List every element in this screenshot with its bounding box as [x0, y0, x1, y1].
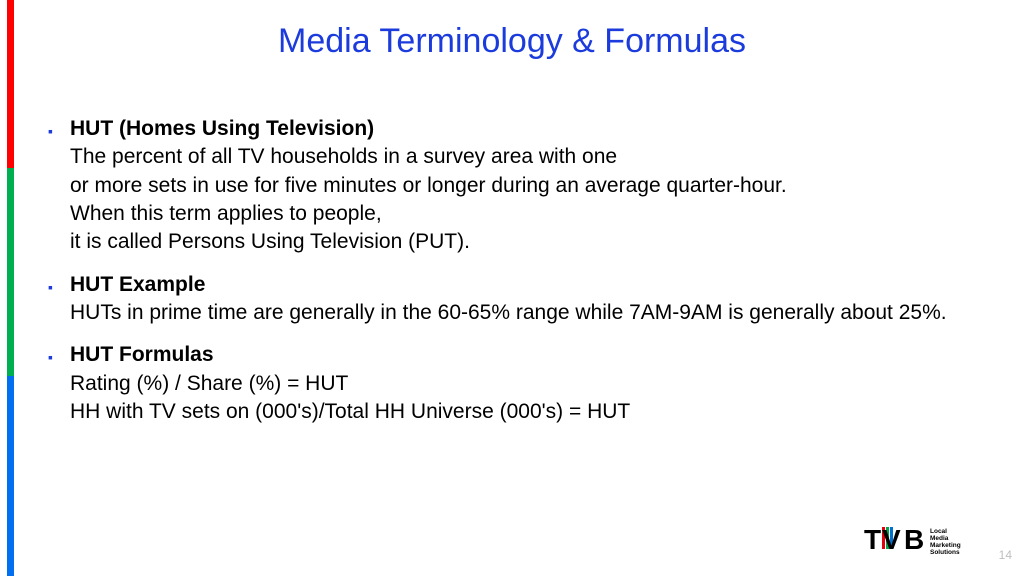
list-item: ▪ HUT (Homes Using Television) The perce… — [48, 115, 984, 257]
bullet-heading: HUT (Homes Using Television) — [70, 117, 374, 140]
bullet-heading: HUT Formulas — [70, 343, 214, 366]
bullet-heading: HUT Example — [70, 273, 205, 296]
bullet-body: HUT Example HUTs in prime time are gener… — [70, 271, 984, 328]
svg-text:B: B — [904, 524, 924, 555]
bullet-text: HUTs in prime time are generally in the … — [70, 301, 947, 324]
tvb-logo: T V B Local Media Marketing Solutions — [864, 523, 984, 564]
svg-text:T: T — [864, 524, 881, 555]
bullet-square-icon: ▪ — [48, 115, 70, 257]
bullet-square-icon: ▪ — [48, 341, 70, 426]
svg-text:Local: Local — [930, 528, 947, 535]
bullet-square-icon: ▪ — [48, 271, 70, 328]
bullet-text: The percent of all TV households in a su… — [70, 145, 787, 253]
accent-stripe-blue — [7, 376, 14, 576]
svg-text:Media: Media — [930, 535, 949, 542]
svg-text:V: V — [882, 524, 901, 555]
content-area: ▪ HUT (Homes Using Television) The perce… — [48, 115, 984, 440]
bullet-body: HUT (Homes Using Television) The percent… — [70, 115, 984, 257]
svg-text:Marketing: Marketing — [930, 542, 961, 549]
svg-text:Solutions: Solutions — [930, 549, 960, 556]
bullet-body: HUT Formulas Rating (%) / Share (%) = HU… — [70, 341, 984, 426]
bullet-text: Rating (%) / Share (%) = HUTHH with TV s… — [70, 372, 630, 423]
page-title: Media Terminology & Formulas — [0, 22, 1024, 61]
page-number: 14 — [999, 548, 1012, 562]
list-item: ▪ HUT Example HUTs in prime time are gen… — [48, 271, 984, 328]
accent-stripe-green — [7, 168, 14, 376]
list-item: ▪ HUT Formulas Rating (%) / Share (%) = … — [48, 341, 984, 426]
slide: Media Terminology & Formulas ▪ HUT (Home… — [0, 0, 1024, 576]
